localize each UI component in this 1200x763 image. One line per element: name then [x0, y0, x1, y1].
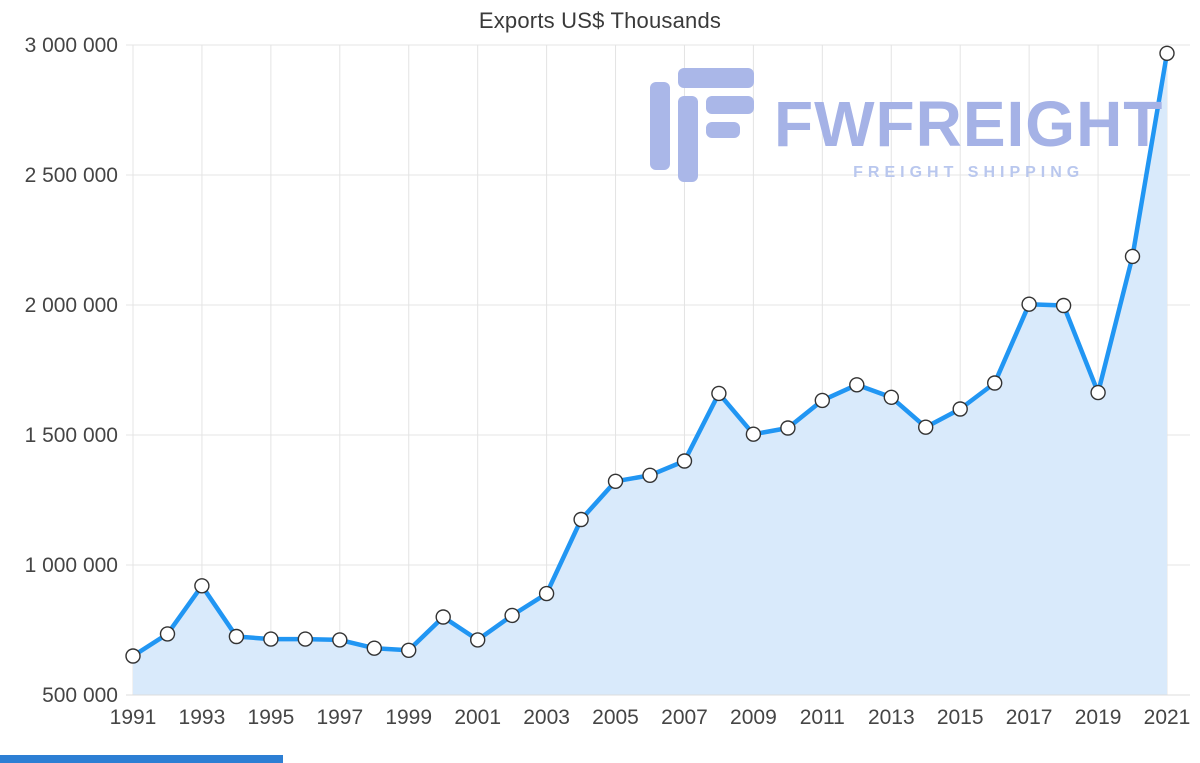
- data-point-marker[interactable]: [401, 642, 417, 658]
- y-axis-tick-label: 2 500 000: [25, 164, 118, 187]
- x-axis-tick-label: 1999: [385, 706, 432, 729]
- data-point-marker[interactable]: [366, 640, 382, 656]
- data-point-marker[interactable]: [642, 467, 658, 483]
- x-axis-tick-label: 2001: [454, 706, 501, 729]
- data-point-marker[interactable]: [263, 631, 279, 647]
- data-point-marker[interactable]: [573, 511, 589, 528]
- y-axis-tick-label: 1 500 000: [25, 424, 118, 447]
- data-point-marker[interactable]: [1159, 45, 1175, 61]
- data-point-marker[interactable]: [780, 420, 796, 436]
- x-axis-tick-label: 2019: [1075, 706, 1122, 729]
- y-axis-tick-label: 1 000 000: [25, 554, 118, 577]
- x-axis-tick-label: 1997: [316, 706, 363, 729]
- bottom-scrollbar-thumb[interactable]: [0, 755, 283, 763]
- y-axis-tick-label: 500 000: [42, 684, 118, 707]
- x-axis-tick-label: 2005: [592, 706, 639, 729]
- x-axis-tick-label: 2013: [868, 706, 915, 729]
- x-axis-tick-label: 1991: [110, 706, 157, 729]
- data-point-marker[interactable]: [883, 389, 899, 405]
- data-point-marker[interactable]: [711, 385, 727, 402]
- data-point-marker[interactable]: [435, 609, 451, 625]
- data-point-marker[interactable]: [470, 632, 486, 648]
- x-axis-tick-label: 2015: [937, 706, 984, 729]
- x-axis-tick-label: 1995: [248, 706, 295, 729]
- data-point-marker[interactable]: [332, 632, 348, 648]
- y-axis-tick-label: 2 000 000: [25, 294, 118, 317]
- data-point-marker[interactable]: [228, 628, 245, 645]
- x-axis-tick-label: 2009: [730, 706, 777, 729]
- data-point-marker[interactable]: [849, 377, 865, 393]
- data-point-marker[interactable]: [814, 392, 830, 409]
- data-point-marker[interactable]: [159, 626, 176, 642]
- data-point-marker[interactable]: [676, 453, 693, 469]
- data-point-marker[interactable]: [1090, 384, 1106, 401]
- data-point-marker[interactable]: [745, 426, 762, 442]
- x-axis-tick-label: 2017: [1006, 706, 1053, 729]
- x-axis-tick-label: 2003: [523, 706, 570, 729]
- x-axis-tick-label: 2011: [800, 706, 845, 729]
- data-point-marker[interactable]: [952, 401, 968, 417]
- data-point-marker[interactable]: [1021, 296, 1037, 312]
- data-point-marker[interactable]: [538, 585, 555, 602]
- data-point-marker[interactable]: [125, 648, 141, 664]
- x-axis-tick-label: 2007: [661, 706, 708, 729]
- data-point-marker[interactable]: [918, 419, 934, 435]
- x-axis-tick-label: 2021: [1144, 706, 1191, 729]
- data-point-marker[interactable]: [504, 607, 520, 624]
- data-point-marker[interactable]: [1124, 248, 1141, 265]
- data-point-marker[interactable]: [987, 375, 1003, 391]
- y-axis-tick-label: 3 000 000: [25, 34, 118, 57]
- data-point-marker[interactable]: [1055, 297, 1072, 314]
- data-point-marker[interactable]: [297, 631, 313, 647]
- data-point-marker[interactable]: [607, 473, 624, 489]
- x-axis-tick-label: 1993: [179, 706, 226, 729]
- chart-title: Exports US$ Thousands: [478, 8, 722, 33]
- data-point-marker[interactable]: [194, 578, 210, 594]
- area-fill: [133, 53, 1167, 696]
